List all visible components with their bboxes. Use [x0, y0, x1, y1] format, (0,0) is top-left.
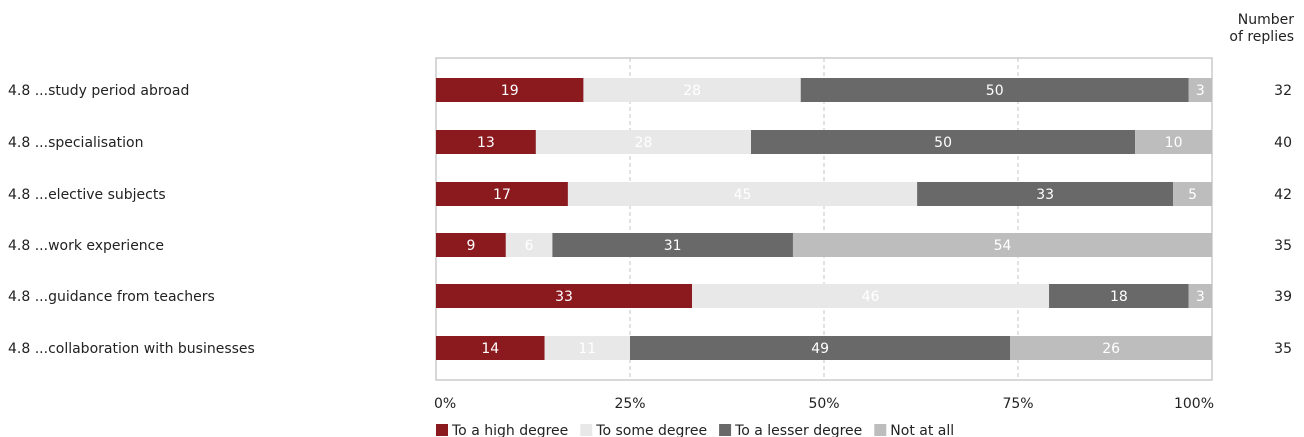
bar-segment: [630, 336, 1011, 360]
bar-segment: [436, 78, 584, 102]
data-label: 3: [1196, 289, 1205, 305]
data-label: 3: [1196, 83, 1205, 99]
bar-segment: [567, 182, 918, 206]
legend-label: Not at all: [890, 423, 954, 437]
data-label: 28: [635, 135, 653, 151]
bar-segment: [436, 233, 506, 257]
data-label: 14: [481, 341, 499, 357]
bars: 19 28 50 3 13 28 50 10 17 45 33 5 9 6 31 54 33 46 18 3 14 11 4…: [436, 78, 1212, 360]
bar-segment: [1188, 284, 1212, 308]
legend: To a high degree To some degree To a lesse…: [436, 423, 954, 437]
category-label: 4.8 ...specialisation: [8, 135, 144, 151]
data-label: 54: [994, 238, 1012, 254]
bar-segment: [583, 78, 801, 102]
category-labels: 4.8 ...study period abroad 4.8 ...special…: [8, 83, 255, 357]
bar-segment: [1188, 78, 1212, 102]
bar-segment: [1135, 130, 1212, 154]
bar-segment: [436, 182, 568, 206]
data-label: 46: [862, 289, 880, 305]
data-label: 45: [734, 187, 752, 203]
bar-segment: [792, 233, 1212, 257]
bar-segment: [552, 233, 793, 257]
category-label: 4.8 ...study period abroad: [8, 83, 189, 99]
bar-segment: [1010, 336, 1212, 360]
x-tick-label: 75%: [1002, 396, 1033, 412]
bar-segment: [544, 336, 630, 360]
x-tick-label: 50%: [808, 396, 839, 412]
bar-segment: [751, 130, 1136, 154]
legend-label: To a lesser degree: [734, 423, 862, 437]
data-label: 19: [501, 83, 519, 99]
reply-counts: 32 40 42 35 39 35: [1274, 83, 1292, 357]
data-label: 17: [493, 187, 511, 203]
reply-count: 39: [1274, 289, 1292, 305]
bar-segment: [917, 182, 1174, 206]
bar-segment: [436, 130, 536, 154]
legend-swatch: [719, 424, 732, 436]
category-label: 4.8 ...collaboration with businesses: [8, 341, 255, 357]
replies-header-line: Number: [1238, 12, 1294, 28]
legend-swatch: [874, 424, 887, 436]
x-axis-ticks: 0% 25% 50% 75% 100%: [434, 396, 1214, 412]
data-label: 13: [477, 135, 495, 151]
legend-label: To some degree: [595, 423, 707, 437]
data-label: 18: [1110, 289, 1128, 305]
reply-count: 35: [1274, 341, 1292, 357]
bar-segment: [505, 233, 553, 257]
reply-count: 32: [1274, 83, 1292, 99]
data-label: 11: [578, 341, 596, 357]
data-label: 26: [1102, 341, 1120, 357]
legend-swatch: [436, 424, 448, 436]
data-label: 5: [1188, 187, 1197, 203]
bar-segment: [800, 78, 1189, 102]
data-label: 33: [1036, 187, 1054, 203]
reply-count: 42: [1274, 187, 1292, 203]
data-label: 33: [555, 289, 573, 305]
legend-label: To a high degree: [451, 423, 568, 437]
bar-segment: [535, 130, 752, 154]
data-label: 6: [525, 238, 534, 254]
data-label: 10: [1165, 135, 1183, 151]
replies-header-line: of replies: [1229, 29, 1294, 45]
bar-segment: [1049, 284, 1189, 308]
data-label: 31: [664, 238, 682, 254]
data-label: 28: [683, 83, 701, 99]
reply-count: 40: [1274, 135, 1292, 151]
gridlines: [629, 58, 1019, 380]
bar-segment: [692, 284, 1050, 308]
x-tick-label: 100%: [1174, 396, 1214, 412]
data-label: 49: [811, 341, 829, 357]
bar-segment: [1173, 182, 1212, 206]
data-label: 50: [934, 135, 952, 151]
category-label: 4.8 ...guidance from teachers: [8, 289, 215, 305]
reply-count: 35: [1274, 238, 1292, 254]
x-tick-label: 0%: [434, 396, 456, 412]
data-label: 50: [986, 83, 1004, 99]
data-label: 9: [466, 238, 475, 254]
category-label: 4.8 ...work experience: [8, 238, 164, 254]
bar-segment: [436, 284, 693, 308]
legend-swatch: [580, 424, 593, 436]
x-tick-label: 25%: [614, 396, 645, 412]
bar-segment: [436, 336, 545, 360]
category-label: 4.8 ...elective subjects: [8, 187, 166, 203]
